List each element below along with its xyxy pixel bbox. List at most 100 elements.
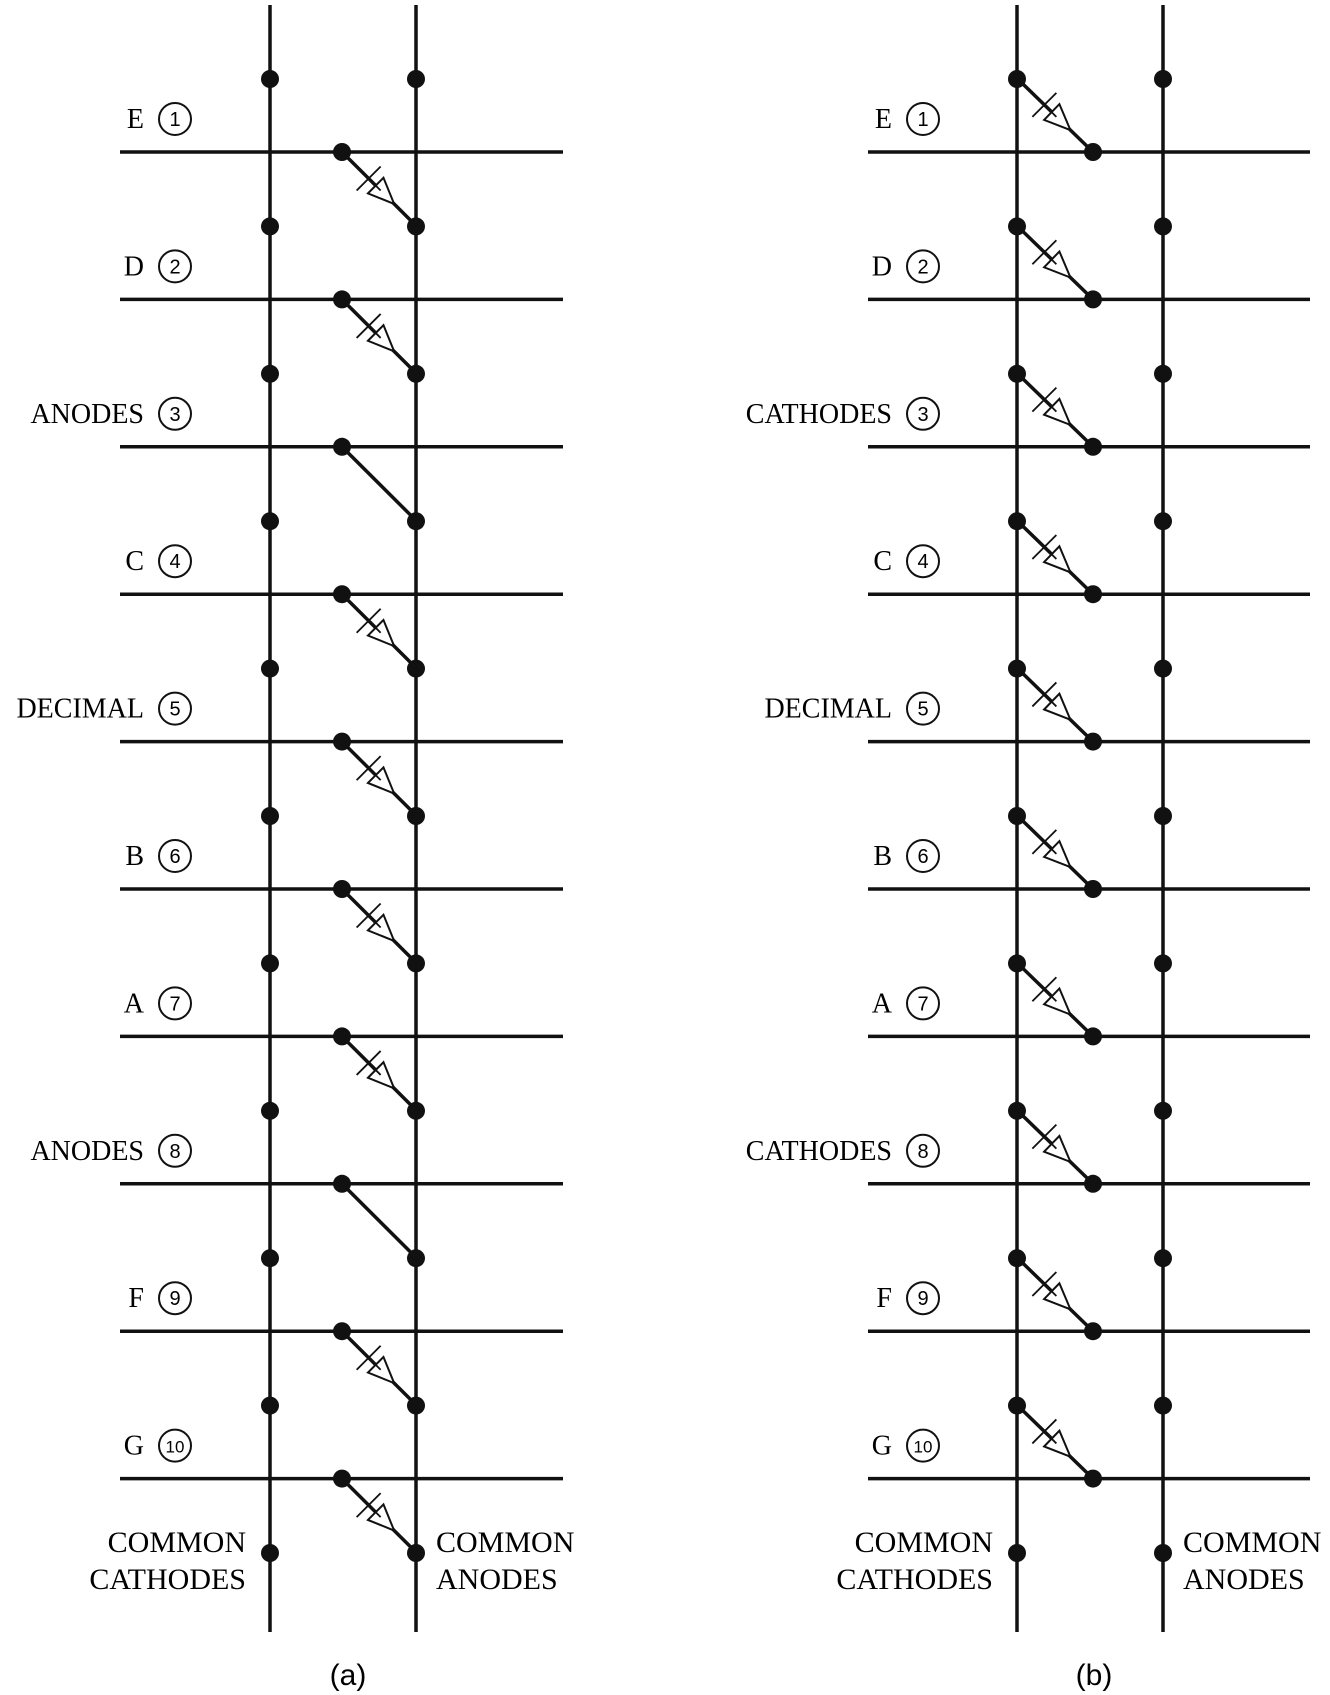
pin-row-1: 1E <box>120 102 563 227</box>
pin-number: 3 <box>917 404 928 426</box>
pin-name: B <box>873 841 892 872</box>
anode-rail-node <box>1154 1101 1172 1120</box>
pin-name: C <box>873 546 892 577</box>
led-diode <box>340 1035 418 1112</box>
led-diode <box>1015 1256 1095 1333</box>
pin-number: 10 <box>914 1438 933 1457</box>
cathode-rail-node <box>261 70 279 88</box>
label-line: CATHODES <box>89 1563 246 1596</box>
pin-row-8: 8 CATHODES <box>746 1108 1310 1193</box>
led-diode <box>340 592 418 670</box>
pin-row-7: 7A <box>868 961 1310 1046</box>
cathode-rail-node <box>261 217 279 236</box>
pin-number: 5 <box>917 699 928 721</box>
led-diode <box>1015 224 1095 301</box>
pin-number: 1 <box>169 109 180 131</box>
pin-name: CATHODES <box>746 1136 892 1167</box>
pin-number: 4 <box>917 551 928 573</box>
pin-number-circle <box>906 691 940 726</box>
pin-number: 2 <box>917 256 928 278</box>
anode-rail-node <box>1154 1544 1172 1562</box>
pin-number-circle <box>906 544 940 579</box>
common-cathodes-label: COMMON CATHODES <box>836 1526 993 1596</box>
led-diode <box>1015 961 1095 1038</box>
cathode-rail-node <box>261 954 279 973</box>
pin-name: C <box>125 546 144 577</box>
pin-row-4: 4C <box>868 519 1310 604</box>
pin-number: 8 <box>169 1141 180 1163</box>
led-diode <box>1015 1108 1095 1186</box>
pin-number-circle <box>158 986 192 1021</box>
pin-number: 1 <box>917 109 928 131</box>
pin-number: 8 <box>917 1141 928 1163</box>
pin-number: 6 <box>169 846 180 868</box>
label-line: COMMON <box>436 1526 574 1559</box>
pin-number: 3 <box>169 404 180 426</box>
panel-b: 1E2D3CATHODES4C5DECIMAL6B7A8CATHODES9F10… <box>746 5 1321 1692</box>
common-anodes-label: COMMON ANODES <box>436 1526 574 1596</box>
pin-row-5: 5 DECIMAL <box>16 691 563 817</box>
pin-row-8: 8 ANODES <box>30 1133 563 1259</box>
led-diode <box>1015 1403 1095 1480</box>
cathode-rail-node <box>261 364 279 383</box>
pin-number-circle <box>158 1281 192 1316</box>
cathode-rail-node <box>261 807 279 825</box>
common-connection-wire <box>340 1182 418 1259</box>
panel-a: 1E2D3ANODES4C5DECIMAL6B7A8ANODES9F10GCOM… <box>16 5 574 1692</box>
pin-number-circle <box>158 544 192 579</box>
label-line: COMMON <box>1183 1526 1321 1559</box>
common-cathodes-label: COMMON CATHODES <box>89 1526 246 1596</box>
pin-number-circle <box>906 1281 940 1316</box>
panel-caption: (a) <box>330 1659 367 1692</box>
cathode-rail-node <box>1008 1544 1026 1562</box>
anode-rail-node <box>1154 70 1172 88</box>
label-line: ANODES <box>1183 1563 1305 1596</box>
pin-name: D <box>124 251 144 282</box>
anode-rail-node <box>1154 512 1172 531</box>
pin-name: A <box>124 988 145 1019</box>
common-connection-wire <box>340 445 418 522</box>
pin-name: G <box>872 1431 892 1462</box>
pin-name: G <box>124 1431 144 1462</box>
pin-name: DECIMAL <box>764 694 892 725</box>
label-line: COMMON <box>108 1526 246 1559</box>
pin-number-circle <box>158 102 192 136</box>
label-line: ANODES <box>436 1563 558 1596</box>
pin-number-circle <box>158 1133 192 1168</box>
pin-row-1: 1E <box>868 77 1310 161</box>
anode-rail-node <box>1154 659 1172 678</box>
pin-number-circle <box>158 691 192 726</box>
cathode-rail-node <box>261 1249 279 1268</box>
pin-name: DECIMAL <box>16 694 144 725</box>
panel-caption: (b) <box>1076 1659 1113 1692</box>
anode-rail-node <box>1154 807 1172 825</box>
pin-number: 2 <box>169 256 180 278</box>
pin-number-circle <box>158 249 192 284</box>
anode-rail-node <box>1154 954 1172 973</box>
pin-number-circle <box>906 986 940 1021</box>
led-diode <box>340 1329 418 1407</box>
led-diode <box>1015 814 1095 891</box>
led-diode <box>340 298 418 375</box>
pin-number: 9 <box>917 1288 928 1310</box>
led-diode <box>1015 77 1095 154</box>
pin-number: 6 <box>917 846 928 868</box>
pin-row-9: 9F <box>120 1281 563 1407</box>
pin-name: ANODES <box>30 399 144 430</box>
label-line: CATHODES <box>836 1563 993 1596</box>
pin-row-5: 5 DECIMAL <box>764 666 1310 751</box>
pin-number-circle <box>158 839 192 873</box>
led-diode <box>340 1477 418 1554</box>
led-diode <box>1015 519 1095 596</box>
pin-number: 10 <box>166 1438 185 1457</box>
cathode-rail-node <box>261 1101 279 1120</box>
pin-row-6: 6B <box>120 839 563 964</box>
pin-row-10: 10 G <box>120 1428 563 1554</box>
pin-number: 9 <box>169 1288 180 1310</box>
cathode-rail-node <box>261 1544 279 1562</box>
pin-name: ANODES <box>30 1136 144 1167</box>
led-diode <box>340 150 418 227</box>
led-diode <box>340 740 418 817</box>
pin-number-circle <box>906 1133 940 1168</box>
